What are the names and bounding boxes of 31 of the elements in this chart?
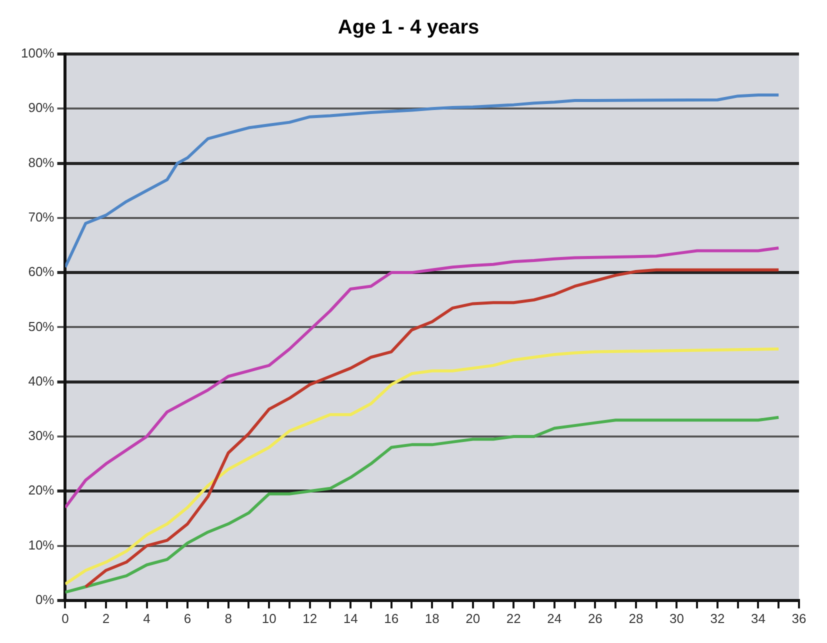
x-tick-label: 10 bbox=[262, 610, 276, 626]
y-tick-label: 100% bbox=[21, 46, 55, 61]
chart-title: Age 1 - 4 years bbox=[338, 16, 480, 39]
y-tick-label: 70% bbox=[28, 210, 55, 224]
x-tick-label: 22 bbox=[506, 610, 521, 626]
x-tick-label: 4 bbox=[143, 610, 150, 626]
y-tick-label: 60% bbox=[28, 264, 55, 280]
x-tick-label: 20 bbox=[466, 610, 480, 626]
x-tick-label: 8 bbox=[224, 610, 232, 626]
y-tick-label: 50% bbox=[28, 318, 55, 334]
x-tick-label: 2 bbox=[102, 610, 110, 626]
x-tick-label: 34 bbox=[751, 610, 766, 626]
y-tick-label: 10% bbox=[28, 537, 55, 552]
y-tick-label: 80% bbox=[28, 154, 55, 170]
x-tick-label: 6 bbox=[184, 610, 192, 626]
x-tick-label: 0 bbox=[62, 610, 69, 626]
x-tick-label: 32 bbox=[710, 610, 725, 626]
x-tick-label: 36 bbox=[792, 610, 806, 626]
x-tick-label: 16 bbox=[384, 610, 399, 626]
y-tick-label: 40% bbox=[28, 373, 55, 388]
x-tick-label: 26 bbox=[588, 610, 602, 626]
y-tick-label: 90% bbox=[28, 100, 55, 116]
x-tick-label: 24 bbox=[547, 610, 562, 626]
y-tick-label: 0% bbox=[35, 592, 55, 607]
y-tick-label: 30% bbox=[28, 428, 55, 444]
x-tick-label: 18 bbox=[424, 610, 440, 626]
y-tick-label: 20% bbox=[28, 482, 55, 498]
x-tick-label: 12 bbox=[302, 610, 318, 626]
x-tick-label: 14 bbox=[343, 610, 358, 626]
x-tick-label: 28 bbox=[628, 610, 644, 626]
x-tick-label: 30 bbox=[669, 610, 684, 626]
